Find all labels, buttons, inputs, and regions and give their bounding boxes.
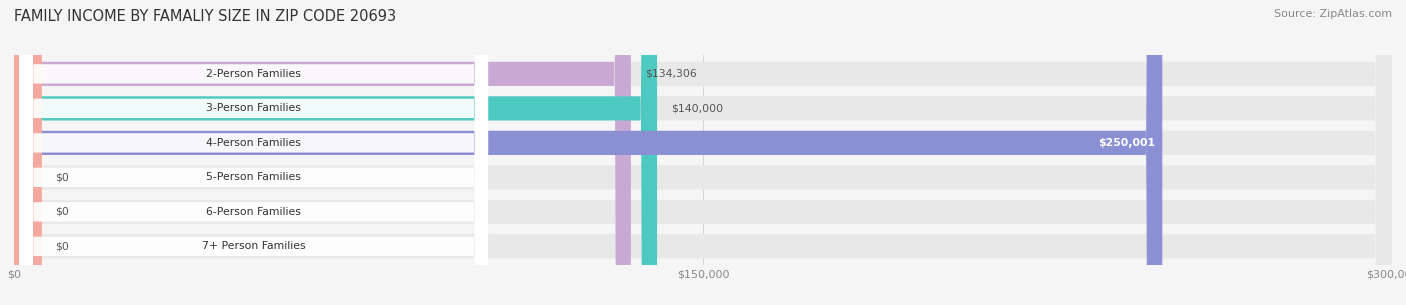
Text: 7+ Person Families: 7+ Person Families [202, 241, 305, 251]
Text: 3-Person Families: 3-Person Families [207, 103, 301, 113]
FancyBboxPatch shape [14, 0, 631, 305]
Text: $0: $0 [55, 241, 69, 251]
FancyBboxPatch shape [14, 0, 1392, 305]
Text: 5-Person Families: 5-Person Families [207, 172, 301, 182]
Text: $250,001: $250,001 [1098, 138, 1156, 148]
FancyBboxPatch shape [20, 0, 488, 305]
FancyBboxPatch shape [14, 0, 42, 305]
Text: 4-Person Families: 4-Person Families [207, 138, 301, 148]
FancyBboxPatch shape [14, 0, 657, 305]
FancyBboxPatch shape [14, 0, 42, 305]
FancyBboxPatch shape [14, 0, 1392, 305]
FancyBboxPatch shape [14, 0, 1392, 305]
FancyBboxPatch shape [20, 0, 488, 305]
Text: Source: ZipAtlas.com: Source: ZipAtlas.com [1274, 9, 1392, 19]
Text: FAMILY INCOME BY FAMALIY SIZE IN ZIP CODE 20693: FAMILY INCOME BY FAMALIY SIZE IN ZIP COD… [14, 9, 396, 24]
FancyBboxPatch shape [20, 0, 488, 305]
FancyBboxPatch shape [20, 0, 488, 305]
Text: 2-Person Families: 2-Person Families [207, 69, 301, 79]
FancyBboxPatch shape [20, 0, 488, 305]
FancyBboxPatch shape [14, 0, 1163, 305]
Text: 6-Person Families: 6-Person Families [207, 207, 301, 217]
FancyBboxPatch shape [14, 0, 1392, 305]
Text: $134,306: $134,306 [645, 69, 696, 79]
Text: $0: $0 [55, 207, 69, 217]
FancyBboxPatch shape [20, 0, 488, 305]
FancyBboxPatch shape [14, 0, 1392, 305]
FancyBboxPatch shape [14, 0, 1392, 305]
FancyBboxPatch shape [14, 0, 42, 305]
Text: $0: $0 [55, 172, 69, 182]
Text: $140,000: $140,000 [671, 103, 723, 113]
